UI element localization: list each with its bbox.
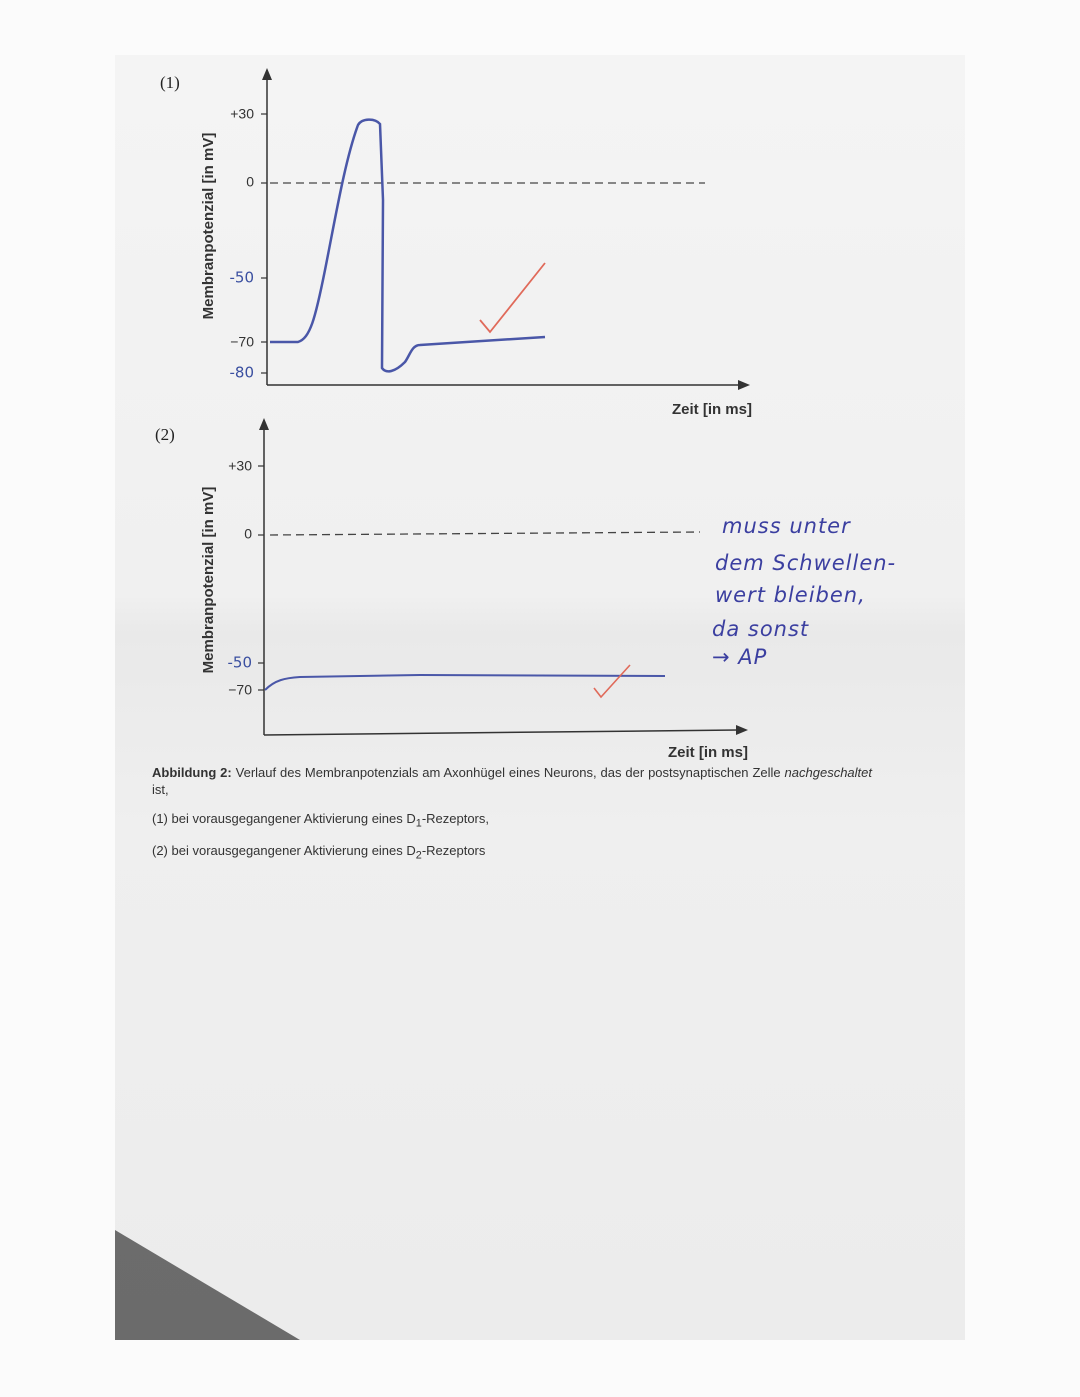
handwritten-note: dem Schwellen-: [715, 551, 896, 575]
caption: Abbildung 2: Verlauf des Membranpotenzia…: [152, 764, 872, 873]
handwritten-note: muss unter: [722, 514, 851, 538]
caption-item: (2) bei vorausgegangener Aktivierung ein…: [152, 842, 872, 865]
item-text: (1) bei vorausgegangener Aktivierung ein…: [152, 811, 416, 826]
tick-label: 0: [244, 526, 252, 542]
y-axis-label: Membranpotenzial [in mV]: [200, 487, 217, 674]
tick-label: -50: [230, 269, 255, 287]
caption-body: Verlauf des Membranpotenzials am Axonhüg…: [235, 765, 781, 780]
caption-italic: nachgeschaltet: [784, 765, 872, 780]
tick-label: -50: [228, 654, 253, 672]
tick-label: 0: [246, 174, 254, 190]
arrow: [259, 418, 269, 430]
tick-marks: [261, 113, 267, 374]
item-text: -Rezeptors: [421, 842, 486, 858]
membrane-curve: [264, 673, 666, 691]
tick-label: −70: [228, 682, 252, 698]
membrane-curve: [270, 118, 546, 373]
arrow: [738, 380, 750, 390]
tick-label: −70: [230, 334, 254, 350]
handwritten-note: da sonst: [712, 617, 809, 641]
tick-label: +30: [230, 106, 254, 122]
x-axis: [263, 729, 739, 736]
tick-label: -80: [230, 364, 255, 382]
panel-label: (1): [160, 73, 180, 92]
x-axis-label: Zeit [in ms]: [668, 744, 748, 761]
arrow: [262, 68, 272, 80]
caption-text: Abbildung 2: Verlauf des Membranpotenzia…: [152, 764, 872, 798]
y-axis-label: Membranpotenzial [in mV]: [200, 133, 217, 320]
tick-marks: [258, 465, 264, 691]
handwritten-note: → AP: [712, 645, 767, 669]
item-sub: 2: [415, 849, 422, 862]
item-text: (2) bei vorausgegangener Aktivierung ein…: [152, 842, 416, 858]
panel-label: (2): [155, 425, 175, 444]
arrow: [736, 725, 748, 735]
x-axis-label: Zeit [in ms]: [672, 401, 752, 418]
tick-label: +30: [228, 458, 252, 474]
zero-line: [269, 531, 701, 536]
caption-item: (1) bei vorausgegangener Aktivierung ein…: [152, 810, 872, 833]
caption-label: Abbildung 2:: [152, 765, 232, 780]
item-sub: 1: [415, 817, 422, 830]
caption-end: ist,: [152, 782, 169, 797]
shadow: [115, 1230, 300, 1340]
check-mark: [593, 664, 631, 699]
handwritten-note: wert bleiben,: [715, 583, 866, 607]
check-mark: [479, 262, 546, 334]
item-text: -Rezeptors,: [421, 811, 490, 826]
